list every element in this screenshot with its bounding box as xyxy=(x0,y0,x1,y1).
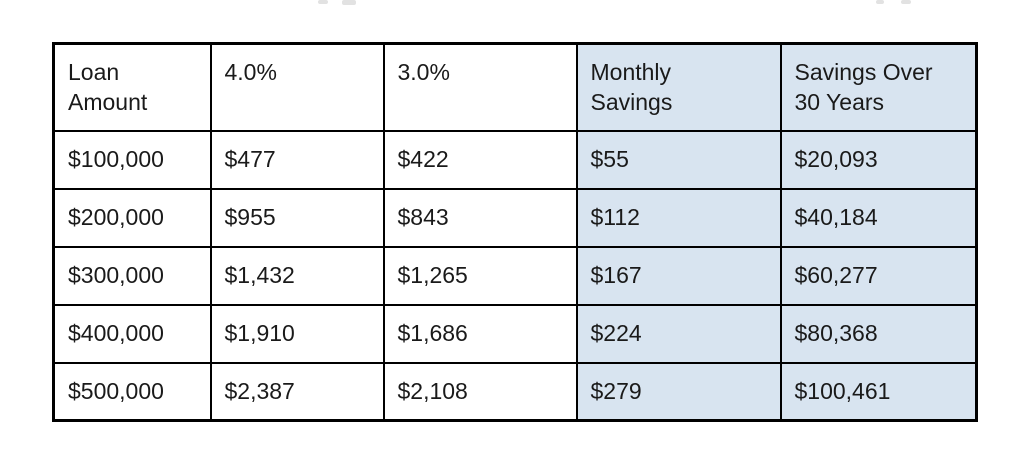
header-text: 30 Years xyxy=(794,89,885,115)
cell-payment-3-0: $422 xyxy=(382,129,578,190)
cropped-text-artifact xyxy=(342,0,356,5)
table-row: $100,000 $477 $422 $55 $20,093 xyxy=(52,129,978,190)
cell-payment-4-0: $1,432 xyxy=(209,245,385,306)
header-row: Loan Amount 4.0% 3.0% Monthly Savings Sa… xyxy=(52,42,978,132)
header-text: Savings xyxy=(590,89,673,115)
header-loan-amount: Loan Amount xyxy=(52,42,212,132)
cropped-text-artifact xyxy=(876,0,884,4)
header-text: Savings Over xyxy=(794,59,933,85)
header-text: 4.0% xyxy=(224,59,277,85)
table-row: $500,000 $2,387 $2,108 $279 $100,461 xyxy=(52,361,978,422)
cell-savings-30-years: $40,184 xyxy=(779,187,978,248)
cell-monthly-savings: $279 xyxy=(575,361,782,422)
cell-payment-3-0: $1,265 xyxy=(382,245,578,306)
header-rate-4-0: 4.0% xyxy=(209,42,385,132)
header-rate-3-0: 3.0% xyxy=(382,42,578,132)
table-row: $400,000 $1,910 $1,686 $224 $80,368 xyxy=(52,303,978,364)
cropped-text-artifact xyxy=(318,0,328,4)
cropped-text-artifact xyxy=(901,0,911,4)
cell-loan-amount: $300,000 xyxy=(52,245,212,306)
cell-monthly-savings: $55 xyxy=(575,129,782,190)
cell-payment-4-0: $2,387 xyxy=(209,361,385,422)
cell-savings-30-years: $80,368 xyxy=(779,303,978,364)
cell-payment-4-0: $1,910 xyxy=(209,303,385,364)
header-text: Loan xyxy=(68,59,120,85)
cell-monthly-savings: $112 xyxy=(575,187,782,248)
cell-loan-amount: $200,000 xyxy=(52,187,212,248)
header-text: Amount xyxy=(68,89,148,115)
header-monthly-savings: Monthly Savings xyxy=(575,42,782,132)
cell-payment-3-0: $1,686 xyxy=(382,303,578,364)
cell-savings-30-years: $20,093 xyxy=(779,129,978,190)
cell-monthly-savings: $167 xyxy=(575,245,782,306)
cell-savings-30-years: $100,461 xyxy=(779,361,978,422)
cell-loan-amount: $100,000 xyxy=(52,129,212,190)
refinance-savings-table: Loan Amount 4.0% 3.0% Monthly Savings Sa… xyxy=(52,42,978,422)
header-text: 3.0% xyxy=(397,59,450,85)
cell-payment-3-0: $2,108 xyxy=(382,361,578,422)
header-text: Monthly xyxy=(590,59,672,85)
cell-payment-4-0: $955 xyxy=(209,187,385,248)
cell-loan-amount: $400,000 xyxy=(52,303,212,364)
cell-payment-3-0: $843 xyxy=(382,187,578,248)
table-row: $300,000 $1,432 $1,265 $167 $60,277 xyxy=(52,245,978,306)
table-row: $200,000 $955 $843 $112 $40,184 xyxy=(52,187,978,248)
cell-monthly-savings: $224 xyxy=(575,303,782,364)
cell-payment-4-0: $477 xyxy=(209,129,385,190)
header-savings-over-30-years: Savings Over 30 Years xyxy=(779,42,978,132)
cell-loan-amount: $500,000 xyxy=(52,361,212,422)
cell-savings-30-years: $60,277 xyxy=(779,245,978,306)
